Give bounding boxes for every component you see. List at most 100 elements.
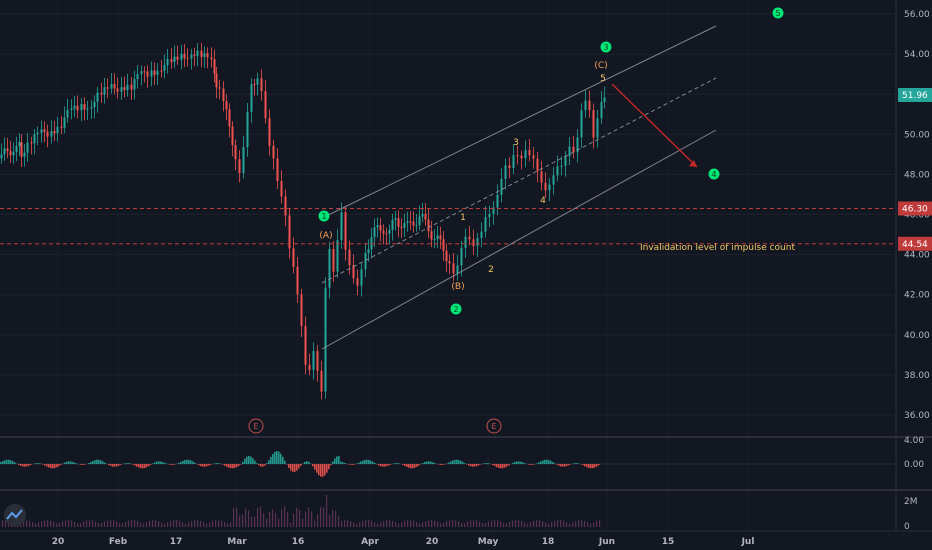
volume-bar [587, 522, 589, 527]
oscillator-bar [384, 464, 386, 467]
candle-body [86, 108, 89, 110]
wave-label: 2 [453, 305, 458, 314]
level-label: 44.54 [902, 240, 928, 250]
volume-bar [32, 521, 34, 527]
volume-bar [335, 510, 337, 527]
volume-bar [440, 523, 442, 527]
oscillator-bar [80, 464, 82, 465]
oscillator-bar [126, 463, 128, 464]
wave-label: 1 [321, 212, 326, 221]
volume-bar [317, 514, 319, 527]
candle-body [193, 54, 196, 56]
oscillator-bar [118, 464, 120, 466]
oscillator-bar [524, 463, 526, 464]
oscillator-bar [576, 463, 578, 464]
volume-bar [287, 511, 289, 527]
oscillator-bar [90, 461, 92, 464]
candle-body [53, 131, 56, 134]
oscillator-bar [192, 461, 194, 464]
oscillator-bar [34, 463, 36, 464]
volume-bar [137, 521, 139, 527]
volume-bar [149, 520, 151, 527]
volume-bar [401, 522, 403, 527]
wave-label: 5 [775, 9, 780, 18]
oscillator-bar [344, 462, 346, 464]
oscillator-bar [396, 463, 398, 464]
volume-bar [290, 522, 292, 527]
volume-bar [542, 520, 544, 527]
candle-body [356, 278, 359, 286]
volume-bar [380, 522, 382, 527]
volume-bar [347, 520, 349, 527]
oscillator-bar [408, 464, 410, 468]
volume-bar [125, 521, 127, 527]
oscillator-bar [416, 464, 418, 467]
candle-body [106, 87, 109, 89]
volume-bar [269, 511, 271, 527]
oscillator-bar [484, 463, 486, 464]
volume-bar [233, 507, 235, 527]
candle-body [576, 137, 579, 153]
volume-bar [461, 523, 463, 527]
oscillator-bar [20, 464, 22, 466]
oscillator-bar [136, 464, 138, 467]
oscillator-bar [234, 464, 236, 468]
volume-bar [416, 521, 418, 527]
volume-bar [197, 520, 199, 527]
oscillator-bar [174, 464, 176, 465]
oscillator-bar [328, 464, 330, 470]
oscillator-bar [230, 464, 232, 469]
oscillator-bar [276, 451, 278, 464]
oscillator-bar [506, 464, 508, 467]
volume-bar [230, 522, 232, 527]
oscillator-bar [342, 462, 344, 464]
volume-bar [422, 522, 424, 527]
volume-bar [188, 522, 190, 527]
candle-body [123, 87, 126, 90]
volume-bar [590, 523, 592, 527]
oscillator-bar [374, 463, 376, 464]
oscillator-bar [138, 464, 140, 468]
volume-bar [161, 522, 163, 527]
candle-body [373, 227, 376, 238]
candle-body [400, 226, 403, 228]
volume-bar [260, 506, 262, 527]
oscillator-bar [320, 464, 322, 477]
volume-bar [509, 521, 511, 527]
oscillator-bar [256, 463, 258, 464]
oscillator-bar [210, 464, 212, 465]
volume-bar [566, 522, 568, 527]
oscillator-bar [292, 464, 294, 472]
volume-bar [572, 522, 574, 527]
candle-body [370, 237, 373, 250]
candle-body [63, 117, 66, 128]
volume-bar [518, 520, 520, 527]
candle-body [43, 129, 46, 132]
oscillator-bar [190, 460, 192, 464]
candle-body [328, 248, 331, 288]
oscillator-bar [266, 463, 268, 464]
candle-body [460, 247, 463, 266]
candle-body [80, 104, 83, 111]
candle-body [103, 87, 106, 95]
volume-bar [593, 522, 595, 527]
oscillator-bar [66, 461, 68, 464]
candle-body [46, 131, 49, 137]
oscillator-bar [568, 464, 570, 466]
oscillator-bar [216, 463, 218, 464]
candle-body [196, 50, 199, 56]
candle-body [421, 214, 424, 217]
oscillator-bar [566, 464, 568, 466]
volume-bar [356, 523, 358, 527]
volume-bar [560, 520, 562, 527]
volume-bar [293, 513, 295, 527]
volume-bar [407, 520, 409, 527]
oscillator-bar [146, 464, 148, 468]
oscillator-bar [92, 460, 94, 464]
oscillator-bar [110, 464, 112, 467]
candle-body [379, 225, 382, 231]
oscillator-bar [596, 464, 598, 467]
oscillator-bar [132, 464, 134, 465]
candle-body [464, 236, 467, 248]
